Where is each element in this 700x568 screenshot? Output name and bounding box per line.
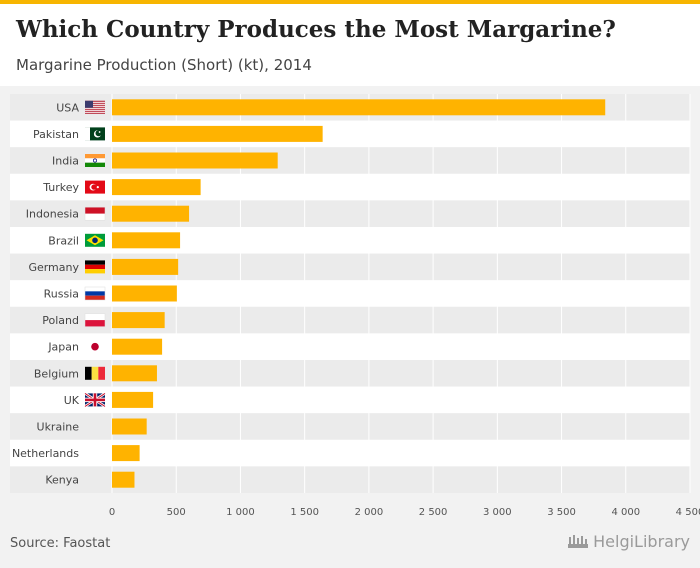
category-label: Ukraine <box>37 421 80 434</box>
category-label: Indonesia <box>26 208 79 221</box>
pl-flag-icon <box>84 313 106 327</box>
x-tick-label: 500 <box>167 507 186 518</box>
category-label: Brazil <box>48 234 79 247</box>
category-label: Pakistan <box>33 128 79 141</box>
accent-bar <box>0 0 700 4</box>
category-label: USA <box>56 101 79 114</box>
category-label: Russia <box>44 288 79 301</box>
category-label: India <box>52 155 79 168</box>
in-flag-icon <box>85 154 105 167</box>
us-flag-icon <box>85 100 105 114</box>
x-tick-label: 1 000 <box>226 507 255 518</box>
x-tick-label: 3 500 <box>547 507 576 518</box>
brand-name: HelgiLibrary <box>593 532 690 551</box>
category-label: Kenya <box>45 474 79 487</box>
x-tick-label: 4 000 <box>611 507 640 518</box>
category-label: Japan <box>47 341 79 354</box>
category-label: Turkey <box>42 181 79 194</box>
bar-turkey <box>112 179 201 196</box>
br-flag-icon <box>85 233 105 247</box>
chart-header: Which Country Produces the Most Margarin… <box>0 4 700 86</box>
id-flag-icon <box>84 206 106 221</box>
chart-subtitle: Margarine Production (Short) (kt), 2014 <box>16 56 312 74</box>
library-icon <box>568 535 589 548</box>
x-tick-label: 2 000 <box>355 507 384 518</box>
category-label: UK <box>64 394 80 407</box>
category-label: Netherlands <box>12 447 79 460</box>
bar-usa <box>112 99 606 116</box>
de-flag-icon <box>85 260 105 274</box>
x-tick-label: 3 000 <box>483 507 512 518</box>
chart-title: Which Country Produces the Most Margarin… <box>16 16 616 43</box>
bar-india <box>112 152 278 169</box>
x-tick-label: 0 <box>109 507 115 518</box>
tr-flag-icon <box>85 180 105 194</box>
category-label: Poland <box>42 314 79 327</box>
brand-logo: HelgiLibrary <box>567 532 690 551</box>
bar-kenya <box>112 471 135 488</box>
bar-uk <box>112 391 154 408</box>
bar-japan <box>112 338 163 355</box>
bar-poland <box>112 312 165 329</box>
bar-indonesia <box>112 205 190 222</box>
pk-flag-icon <box>85 127 105 141</box>
bar-pakistan <box>112 125 323 142</box>
bar-belgium <box>112 365 157 382</box>
bar-ukraine <box>112 418 147 435</box>
x-tick-label: 2 500 <box>419 507 448 518</box>
category-label: Germany <box>28 261 79 274</box>
bar-brazil <box>112 232 181 249</box>
x-tick-label: 4 500 <box>676 507 700 518</box>
bar-chart: USA Pakistan India Turkey Indonesia Brazil Ger… <box>10 94 700 518</box>
bar-germany <box>112 258 179 275</box>
bar-netherlands <box>112 445 140 462</box>
source-note: Source: Faostat <box>10 536 111 551</box>
chart-area: USA Pakistan India Turkey Indonesia Brazil Ger… <box>0 92 700 522</box>
jp-flag-icon <box>85 340 105 354</box>
category-label: Belgium <box>34 367 79 380</box>
bar-russia <box>112 285 177 302</box>
gb-flag-icon <box>84 392 106 408</box>
be-flag-icon <box>85 366 105 380</box>
x-tick-label: 1 500 <box>290 507 319 518</box>
ru-flag-icon <box>84 286 106 301</box>
